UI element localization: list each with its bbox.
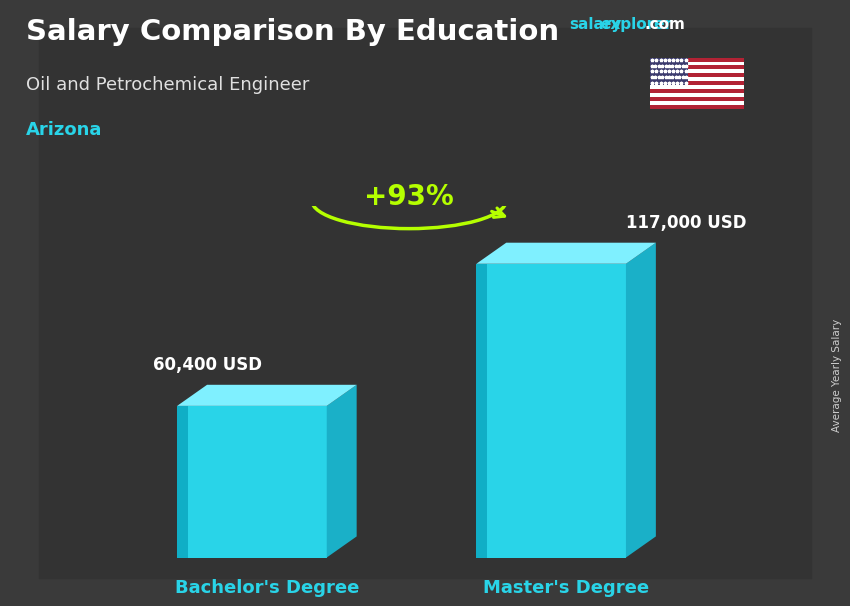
Bar (650, 65, 744, 70)
Bar (650, 62, 744, 65)
Bar (650, 101, 744, 105)
Bar (650, 97, 744, 101)
Bar (650, 89, 744, 93)
Bar (650, 73, 744, 78)
Text: Arizona: Arizona (26, 121, 102, 139)
Bar (650, 58, 688, 85)
Bar (650, 105, 744, 109)
Text: Bachelor's Degree: Bachelor's Degree (175, 579, 359, 597)
Text: Master's Degree: Master's Degree (483, 579, 649, 597)
Bar (650, 70, 744, 73)
Text: Oil and Petrochemical Engineer: Oil and Petrochemical Engineer (26, 76, 309, 94)
Polygon shape (177, 406, 326, 558)
Polygon shape (326, 385, 357, 558)
Bar (650, 78, 744, 81)
Polygon shape (476, 264, 626, 558)
Bar (650, 85, 744, 89)
Text: Average Yearly Salary: Average Yearly Salary (832, 319, 842, 432)
Text: Salary Comparison By Education: Salary Comparison By Education (26, 18, 558, 46)
Text: salary: salary (570, 17, 622, 32)
Bar (650, 93, 744, 97)
Polygon shape (476, 242, 656, 264)
Polygon shape (177, 385, 357, 406)
Polygon shape (626, 242, 656, 558)
Text: explorer: explorer (600, 17, 672, 32)
Text: .com: .com (644, 17, 685, 32)
Text: +93%: +93% (364, 183, 454, 211)
Polygon shape (177, 406, 188, 558)
Text: 117,000 USD: 117,000 USD (626, 214, 746, 232)
Bar (650, 81, 744, 85)
Bar (650, 58, 744, 62)
Polygon shape (476, 264, 487, 558)
Text: 60,400 USD: 60,400 USD (152, 356, 262, 375)
